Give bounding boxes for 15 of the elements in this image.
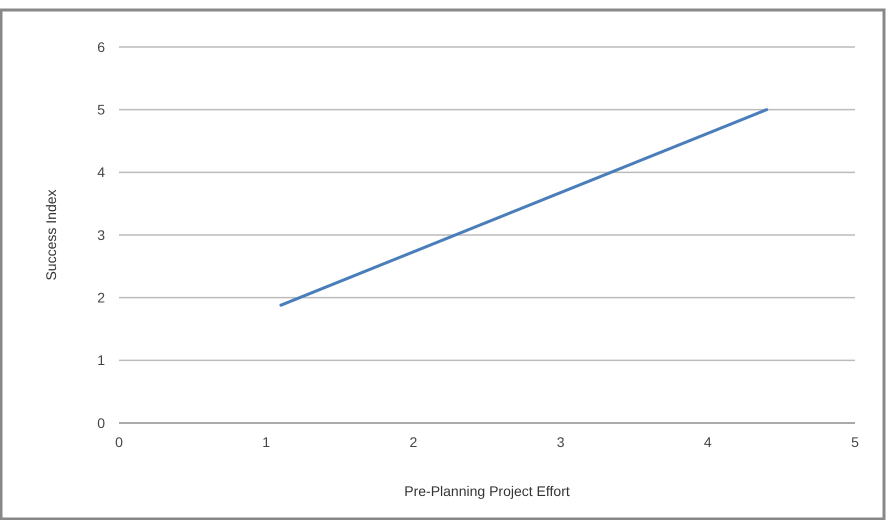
x-tick-label: 1 xyxy=(262,434,270,450)
y-axis-title: Success Index xyxy=(43,189,59,281)
x-tick-label: 2 xyxy=(410,434,418,450)
y-tick-label: 1 xyxy=(97,352,106,368)
y-tick-label: 4 xyxy=(97,164,106,180)
x-axis-title: Pre-Planning Project Effort xyxy=(404,483,570,499)
x-tick-label: 5 xyxy=(851,434,860,450)
y-tick-label: 0 xyxy=(97,414,106,431)
x-tick-label: 0 xyxy=(115,434,124,450)
y-tick-label: 2 xyxy=(97,290,106,306)
x-tick-label: 4 xyxy=(704,434,712,450)
y-tick-label: 5 xyxy=(97,102,106,118)
y-tick-label: 3 xyxy=(97,226,106,243)
x-tick-label: 3 xyxy=(556,434,565,450)
y-tick-label: 6 xyxy=(97,38,106,55)
